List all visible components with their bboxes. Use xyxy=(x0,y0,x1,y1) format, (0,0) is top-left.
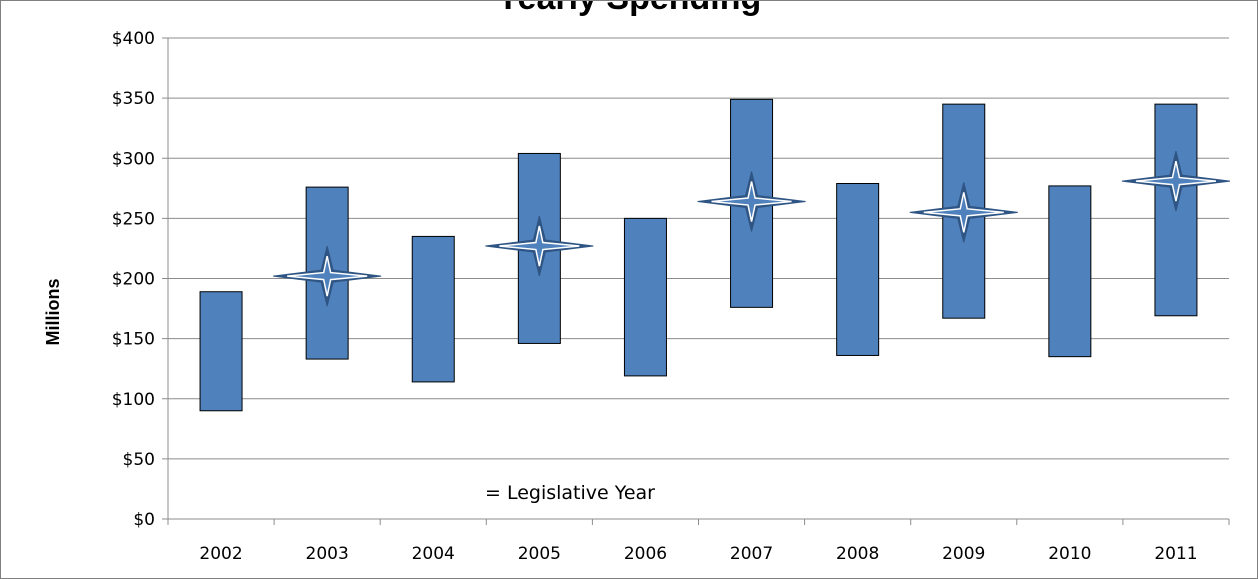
x-tick-label: 2002 xyxy=(199,544,242,564)
y-tick-labels: $0 $50 $100 $150 $200 $250 $300 $350 $400 xyxy=(112,29,155,530)
y-tick-label: $400 xyxy=(112,29,155,49)
y-tick-label: $200 xyxy=(112,270,155,290)
y-tick-label: $350 xyxy=(112,89,155,109)
y-tick-label: $50 xyxy=(123,450,155,470)
legislative-markers xyxy=(273,150,1231,307)
x-tick-label: 2011 xyxy=(1154,544,1197,564)
x-tick-label: 2004 xyxy=(412,544,455,564)
x-tick-label: 2009 xyxy=(942,544,985,564)
y-tick-label: $150 xyxy=(112,330,155,350)
legislative-year-note: = Legislative Year xyxy=(485,482,655,504)
range-bar xyxy=(1048,185,1092,358)
x-tick-label: 2005 xyxy=(518,544,561,564)
legislative-star-inner xyxy=(287,255,368,297)
legislative-star-inner xyxy=(923,192,1004,233)
legislative-star-inner xyxy=(711,181,792,222)
x-tick-label: 2007 xyxy=(730,544,773,564)
y-axis-label: Millions xyxy=(43,279,63,346)
y-tick-label: $0 xyxy=(133,510,155,530)
x-tick-labels: 2002 2003 2004 2005 2006 2007 2008 2009 2010 2011 xyxy=(199,544,1197,564)
x-tick-label: 2006 xyxy=(624,544,667,564)
x-tick-label: 2003 xyxy=(306,544,349,564)
range-bars xyxy=(199,98,1198,412)
range-bar xyxy=(623,217,667,377)
x-tick-label: 2010 xyxy=(1048,544,1091,564)
legislative-star-inner xyxy=(1135,160,1217,202)
y-tick-label: $300 xyxy=(112,149,155,169)
y-tick-label: $100 xyxy=(112,390,155,410)
chart-title: Yearly Spending xyxy=(497,1,762,17)
range-bar xyxy=(1154,103,1198,317)
y-tick-label: $250 xyxy=(112,209,155,229)
x-tick-label: 2008 xyxy=(836,544,879,564)
axes xyxy=(162,37,1230,525)
legislative-star-inner xyxy=(499,225,580,267)
range-bar xyxy=(411,235,455,383)
range-bar xyxy=(199,291,243,412)
range-bar xyxy=(836,183,880,356)
